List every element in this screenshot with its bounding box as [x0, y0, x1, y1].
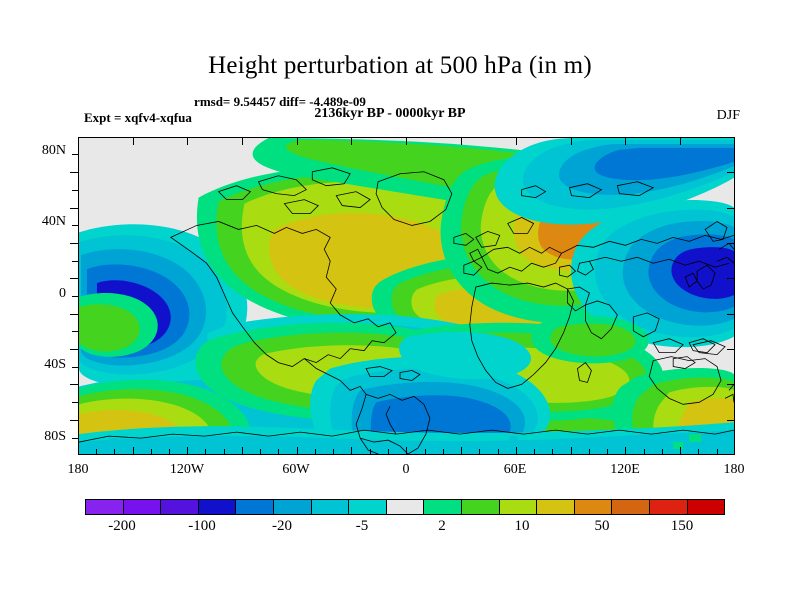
- colorbar-swatch-12: [537, 500, 575, 514]
- colorbar-swatch-9: [424, 500, 462, 514]
- coastline-overlay: [79, 138, 734, 454]
- colorbar-swatch-3: [198, 500, 237, 514]
- x-tick-label-120w: 120W: [169, 462, 205, 477]
- colorbar-swatch-5: [273, 500, 312, 514]
- rmsd-stat-label: rmsd= 9.54457 diff= -4.489e-09: [194, 94, 366, 109]
- season-label: DJF: [716, 108, 740, 123]
- colorbar-label--5: -5: [355, 518, 369, 534]
- x-tick-label-120e: 120E: [610, 462, 640, 477]
- colorbar: [85, 499, 725, 515]
- colorbar-swatch-2: [161, 500, 199, 514]
- y-tick-label-0: 0: [59, 286, 66, 301]
- colorbar-swatch-15: [649, 500, 688, 514]
- height-perturbation-field: .c_m300{fill:#5511DD}.c_m200{fill:#1111C…: [79, 138, 734, 454]
- colorbar-swatch-7: [349, 500, 387, 514]
- period-label: 2136kyr BP - 0000kyr BP: [314, 106, 466, 121]
- colorbar-swatch-16: [687, 500, 725, 514]
- x-tick-label-180w: 180: [67, 462, 89, 477]
- y-tick-label-40n: 40N: [41, 214, 66, 229]
- x-tick-label-0: 0: [402, 462, 410, 477]
- y-tick-label-80n: 80N: [41, 143, 66, 158]
- map-plot-area: .c_m300{fill:#5511DD}.c_m200{fill:#1111C…: [78, 137, 735, 455]
- y-tick-label-40s: 40S: [44, 357, 66, 372]
- colorbar-label-10: 10: [514, 518, 530, 534]
- y-tick-label-80s: 80S: [44, 429, 66, 444]
- experiment-label: Expt = xqfv4-xqfua: [84, 110, 192, 125]
- colorbar-label--100: -100: [188, 518, 216, 534]
- colorbar-swatch-0: [86, 500, 124, 514]
- page-title: Height perturbation at 500 hPa (in m): [208, 52, 592, 79]
- x-tick-label-180e: 180: [723, 462, 745, 477]
- x-tick-label-60e: 60E: [503, 462, 527, 477]
- colorbar-swatch-10: [461, 500, 500, 514]
- colorbar-label-2: 2: [438, 518, 446, 534]
- colorbar-swatch-14: [612, 500, 650, 514]
- colorbar-swatch-6: [311, 500, 350, 514]
- colorbar-swatch-11: [499, 500, 538, 514]
- colorbar-label--200: -200: [108, 518, 136, 534]
- x-tick-label-60w: 60W: [282, 462, 310, 477]
- colorbar-label--20: -20: [272, 518, 292, 534]
- colorbar-label-150: 150: [670, 518, 694, 534]
- colorbar-swatch-8: [386, 500, 425, 514]
- colorbar-swatch-1: [123, 500, 162, 514]
- colorbar-swatch-13: [574, 500, 613, 514]
- colorbar-label-50: 50: [594, 518, 610, 534]
- colorbar-swatch-4: [236, 500, 274, 514]
